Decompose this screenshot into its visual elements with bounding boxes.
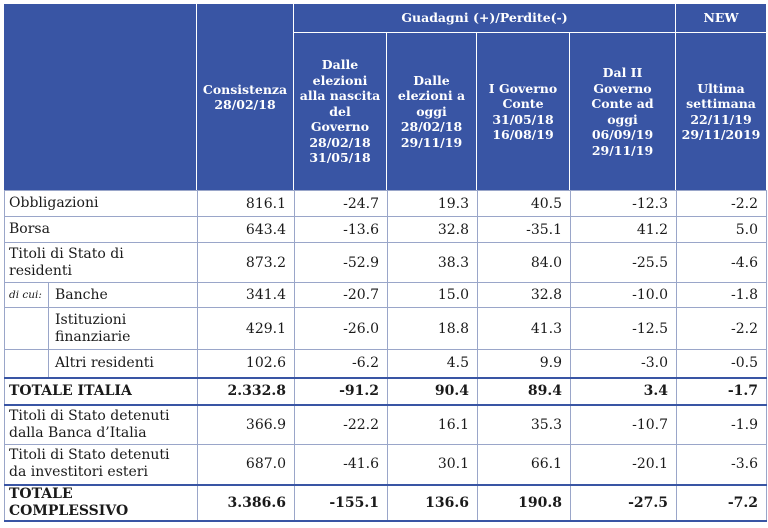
value-ultima-settimana: -1.7 <box>676 376 768 406</box>
value-governo-conte-i: 32.8 <box>477 282 572 308</box>
header-dalle-elezioni-oggi: Dalle elezioni a oggi 28/02/18 29/11/19 <box>387 33 476 190</box>
row-label: Titoli di Stato detenuti da investitori … <box>3 444 199 485</box>
value-elezioni-nascita: -155.1 <box>294 483 389 522</box>
table-row-totale-italia: TOTALE ITALIA 2.332.8 -91.2 90.4 89.4 3.… <box>3 376 768 406</box>
row-label: Obbligazioni <box>3 190 199 217</box>
value-consistenza: 873.2 <box>197 242 296 283</box>
value-elezioni-oggi: 136.6 <box>387 483 479 522</box>
data-table: Obbligazioni 816.1 -24.7 19.3 40.5 -12.3… <box>3 190 768 522</box>
table-row-banca-italia: Titoli di Stato detenuti dalla Banca d’I… <box>3 404 768 445</box>
value-consistenza: 102.6 <box>197 349 296 378</box>
row-label: TOTALE COMPLESSIVO <box>3 483 199 522</box>
value-governo-conte-i: 190.8 <box>477 483 572 522</box>
value-consistenza: 687.0 <box>197 444 296 485</box>
value-consistenza: 429.1 <box>197 307 296 350</box>
dicui-label: di cui: <box>4 282 49 308</box>
value-governo-conte-ii: -10.7 <box>570 404 678 445</box>
table-row-altri-residenti: Altri residenti 102.6 -6.2 4.5 9.9 -3.0 … <box>4 349 768 378</box>
row-label: Titoli di Stato di residenti <box>3 242 199 283</box>
value-ultima-settimana: -2.2 <box>676 307 768 350</box>
value-governo-conte-ii: -3.0 <box>570 349 678 378</box>
row-label: TOTALE ITALIA <box>3 376 199 406</box>
value-governo-conte-i: -35.1 <box>477 216 572 243</box>
header-dalle-elezioni-nascita: Dalle elezioni alla nascita del Governo … <box>294 33 386 190</box>
row-label: Altri residenti <box>47 349 199 378</box>
value-elezioni-nascita: -22.2 <box>294 404 389 445</box>
header-blank-label-col <box>4 4 196 190</box>
header-group-new: NEW <box>676 4 766 32</box>
value-governo-conte-i: 84.0 <box>477 242 572 283</box>
header-group-gains-losses: Guadagni (+)/Perdite(-) <box>294 4 675 32</box>
value-governo-conte-ii: -12.3 <box>570 190 678 217</box>
value-governo-conte-ii: 41.2 <box>570 216 678 243</box>
value-ultima-settimana: -2.2 <box>676 190 768 217</box>
table-row-titoli-residenti: Titoli di Stato di residenti 873.2 -52.9… <box>3 242 768 283</box>
value-ultima-settimana: -7.2 <box>676 483 768 522</box>
value-ultima-settimana: -1.8 <box>676 282 768 308</box>
value-elezioni-nascita: -52.9 <box>294 242 389 283</box>
row-label: Banche <box>47 282 199 308</box>
value-governo-conte-ii: -12.5 <box>570 307 678 350</box>
row-label: Istituzioni finanziarie <box>47 307 199 350</box>
value-governo-conte-ii: -10.0 <box>570 282 678 308</box>
value-ultima-settimana: 5.0 <box>676 216 768 243</box>
value-elezioni-nascita: -13.6 <box>294 216 389 243</box>
value-elezioni-nascita: -20.7 <box>294 282 389 308</box>
value-elezioni-oggi: 4.5 <box>387 349 479 378</box>
dicui-spacer <box>4 307 49 350</box>
value-consistenza: 816.1 <box>197 190 296 217</box>
value-governo-conte-i: 9.9 <box>477 349 572 378</box>
value-governo-conte-ii: 3.4 <box>570 376 678 406</box>
value-elezioni-oggi: 30.1 <box>387 444 479 485</box>
value-elezioni-nascita: -26.0 <box>294 307 389 350</box>
value-governo-conte-i: 41.3 <box>477 307 572 350</box>
value-ultima-settimana: -3.6 <box>676 444 768 485</box>
value-elezioni-oggi: 32.8 <box>387 216 479 243</box>
table-row-banche: di cui: Banche 341.4 -20.7 15.0 32.8 -10… <box>4 282 768 308</box>
value-governo-conte-ii: -20.1 <box>570 444 678 485</box>
value-elezioni-oggi: 15.0 <box>387 282 479 308</box>
value-ultima-settimana: -1.9 <box>676 404 768 445</box>
value-elezioni-oggi: 90.4 <box>387 376 479 406</box>
value-governo-conte-i: 66.1 <box>477 444 572 485</box>
value-elezioni-oggi: 19.3 <box>387 190 479 217</box>
value-consistenza: 341.4 <box>197 282 296 308</box>
value-ultima-settimana: -4.6 <box>676 242 768 283</box>
value-ultima-settimana: -0.5 <box>676 349 768 378</box>
dicui-spacer <box>4 349 49 378</box>
table-row-investitori-esteri: Titoli di Stato detenuti da investitori … <box>3 444 768 485</box>
value-elezioni-oggi: 16.1 <box>387 404 479 445</box>
table-row-istituzioni: Istituzioni finanziarie 429.1 -26.0 18.8… <box>4 307 768 350</box>
value-elezioni-oggi: 38.3 <box>387 242 479 283</box>
value-consistenza: 3.386.6 <box>197 483 296 522</box>
value-elezioni-nascita: -41.6 <box>294 444 389 485</box>
table-row-totale-complessivo: TOTALE COMPLESSIVO 3.386.6 -155.1 136.6 … <box>3 483 768 522</box>
value-elezioni-nascita: -24.7 <box>294 190 389 217</box>
value-governo-conte-i: 40.5 <box>477 190 572 217</box>
value-elezioni-nascita: -6.2 <box>294 349 389 378</box>
row-label: Borsa <box>3 216 199 243</box>
header-governo-conte-i: I Governo Conte 31/05/18 16/08/19 <box>477 33 569 190</box>
table-row-obbligazioni: Obbligazioni 816.1 -24.7 19.3 40.5 -12.3… <box>3 190 768 217</box>
value-consistenza: 643.4 <box>197 216 296 243</box>
table-row-borsa: Borsa 643.4 -13.6 32.8 -35.1 41.2 5.0 <box>3 216 768 243</box>
row-label: Titoli di Stato detenuti dalla Banca d’I… <box>3 404 199 445</box>
value-elezioni-nascita: -91.2 <box>294 376 389 406</box>
value-consistenza: 2.332.8 <box>197 376 296 406</box>
header-governo-conte-ii: Dal II Governo Conte ad oggi 06/09/19 29… <box>570 33 675 190</box>
header-consistenza: Consistenza 28/02/18 <box>197 4 293 190</box>
value-governo-conte-i: 35.3 <box>477 404 572 445</box>
value-elezioni-oggi: 18.8 <box>387 307 479 350</box>
value-governo-conte-ii: -27.5 <box>570 483 678 522</box>
header-ultima-settimana: Ultima settimana 22/11/19 29/11/2019 <box>676 33 766 190</box>
value-governo-conte-i: 89.4 <box>477 376 572 406</box>
value-consistenza: 366.9 <box>197 404 296 445</box>
value-governo-conte-ii: -25.5 <box>570 242 678 283</box>
